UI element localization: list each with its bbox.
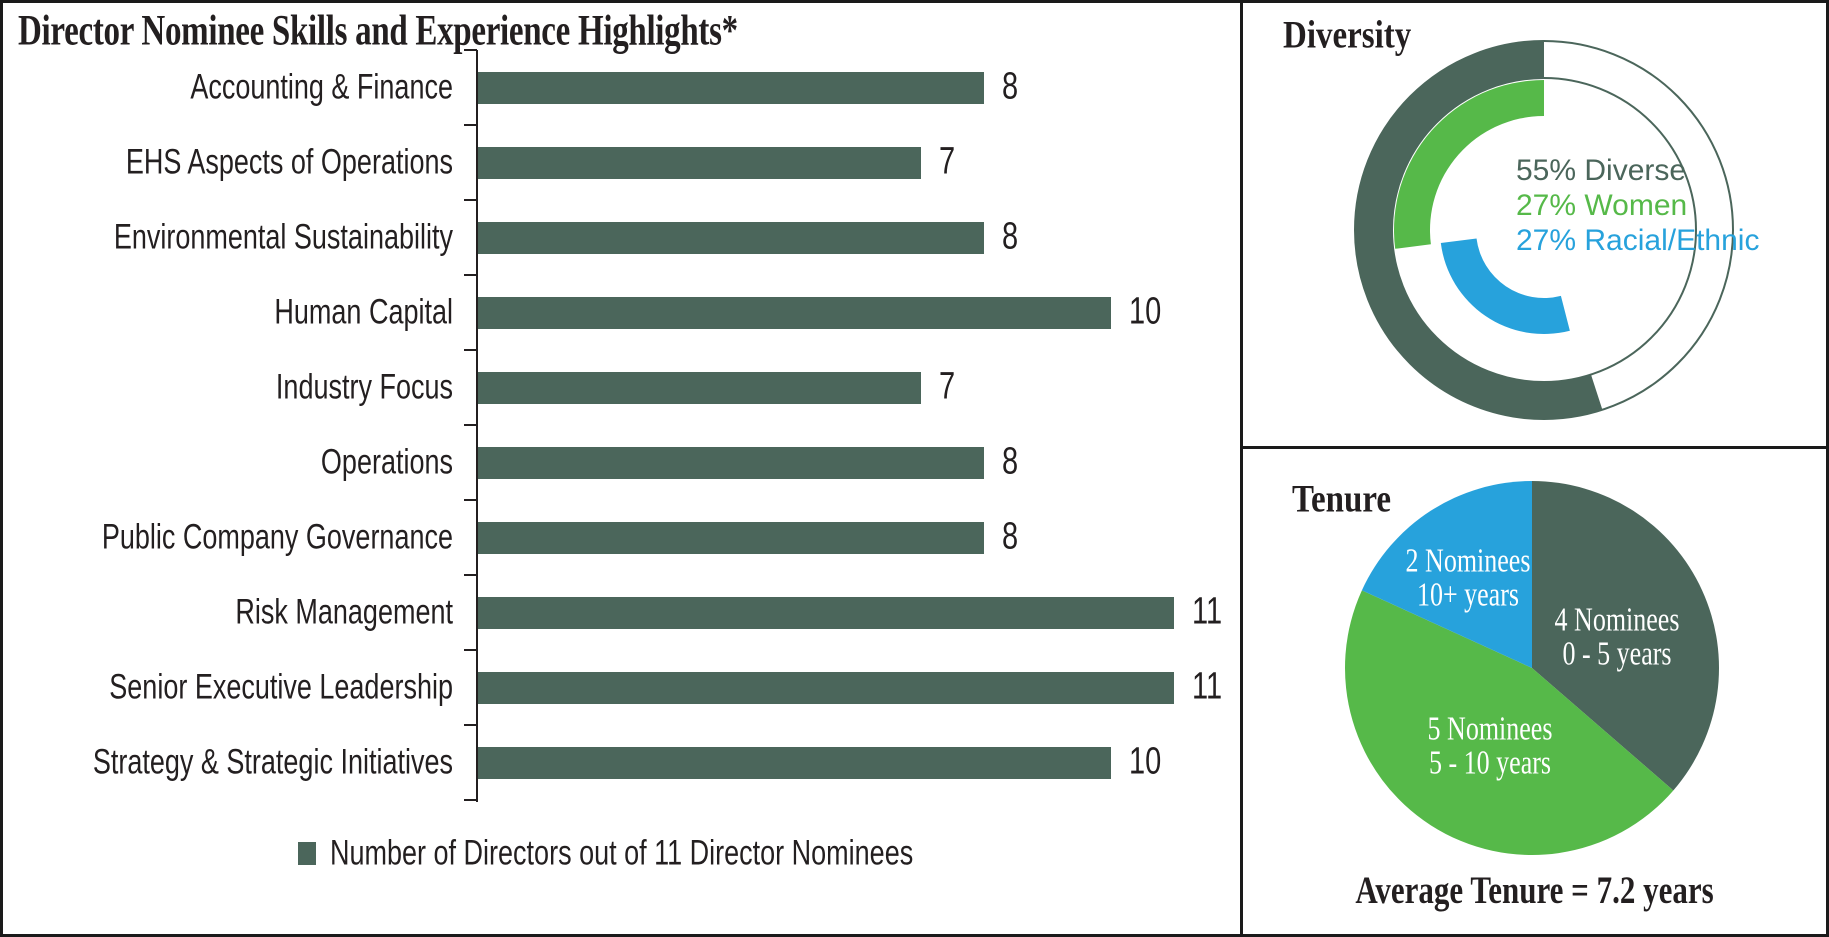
pie-slice-0	[1532, 481, 1719, 791]
bar-value-label: 8	[1002, 65, 1019, 108]
bar-row: Risk Management 11	[0, 575, 1240, 650]
pie-slice-1	[1345, 590, 1674, 856]
bar-row: Operations 8	[0, 425, 1240, 500]
axis-tick	[464, 799, 477, 801]
bar	[478, 446, 984, 479]
axis-tick	[464, 349, 477, 351]
pie-label-0-5-years: 4 Nominees 0 - 5 years	[1555, 603, 1680, 671]
donut-segment-0	[1355, 41, 1603, 419]
bar-value-label: 8	[1002, 215, 1019, 258]
bar	[478, 221, 984, 254]
bar-value-label: 8	[1002, 440, 1019, 483]
bar-row: Accounting & Finance 8	[0, 50, 1240, 125]
diversity-label-women: 27% Women	[1516, 189, 1688, 222]
bar	[478, 596, 1174, 629]
category-label: Environmental Sustainability	[113, 217, 453, 257]
skills-chart-title: Director Nominee Skills and Experience H…	[18, 8, 738, 55]
category-label: Human Capital	[274, 292, 453, 332]
average-tenure-text: Average Tenure = 7.2 years	[1355, 868, 1714, 912]
bar-row: Public Company Governance 8	[0, 500, 1240, 575]
bar-row: Strategy & Strategic Initiatives 10	[0, 725, 1240, 800]
diversity-label-diverse: 55% Diverse	[1516, 154, 1687, 187]
bar-row: EHS Aspects of Operations 7	[0, 125, 1240, 200]
pie-label-line: 2 Nominees	[1405, 541, 1531, 580]
bar-value-label: 11	[1192, 665, 1223, 708]
pie-label-10plus-years: 2 Nominees 10+ years	[1406, 544, 1531, 612]
bar-value-label: 8	[1002, 515, 1019, 558]
donut-segment-2	[1440, 238, 1570, 334]
bar-row: Senior Executive Leadership 11	[0, 650, 1240, 725]
bar-value-label: 7	[939, 365, 956, 408]
bar	[478, 521, 984, 554]
pie-label-line: 5 - 10 years	[1428, 743, 1552, 782]
bar	[478, 371, 921, 404]
pie-label-line: 4 Nominees	[1554, 600, 1680, 639]
category-label: Risk Management	[235, 592, 453, 632]
category-label: Accounting & Finance	[190, 67, 453, 107]
legend-label: Number of Directors out of 11 Director N…	[330, 833, 914, 873]
axis-tick	[464, 574, 477, 576]
bar-value-label: 7	[939, 140, 956, 183]
bar-chart-axis	[476, 50, 478, 802]
tenure-pie-chart	[1345, 481, 1719, 856]
category-label: Industry Focus	[275, 367, 453, 407]
bar-chart-plot-area: Accounting & Finance 8 EHS Aspects of Oper…	[0, 50, 1240, 800]
bar	[478, 671, 1174, 704]
axis-tick	[464, 499, 477, 501]
axis-tick	[464, 424, 477, 426]
bar	[478, 746, 1111, 779]
bar	[478, 146, 921, 179]
bar-value-label: 11	[1192, 590, 1223, 633]
category-label: Strategy & Strategic Initiatives	[92, 742, 453, 782]
bar-row: Industry Focus 7	[0, 350, 1240, 425]
diversity-label-racial-ethnic: 27% Racial/Ethnic	[1516, 224, 1760, 257]
category-label: Senior Executive Leadership	[109, 667, 453, 707]
diversity-center-labels: 55% Diverse 27% Women 27% Racial/Ethnic	[1516, 153, 1759, 258]
category-label: Operations	[320, 442, 453, 482]
bar-value-label: 10	[1129, 740, 1162, 783]
donut-segment-1	[1394, 80, 1544, 249]
pie-label-line: 0 - 5 years	[1562, 634, 1672, 673]
axis-tick	[464, 649, 477, 651]
pie-slice-2	[1361, 481, 1532, 668]
bar	[478, 71, 984, 104]
bar-row: Human Capital 10	[0, 275, 1240, 350]
pie-label-line: 5 Nominees	[1427, 709, 1553, 748]
category-label: EHS Aspects of Operations	[125, 142, 453, 182]
axis-tick	[464, 49, 477, 51]
bar-chart-legend: Number of Directors out of 11 Director N…	[298, 833, 913, 873]
diversity-panel-title: Diversity	[1283, 14, 1412, 58]
pie-label-line: 10+ years	[1416, 575, 1520, 614]
axis-tick	[464, 724, 477, 726]
diversity-donut-chart	[1354, 40, 1734, 420]
axis-tick	[464, 274, 477, 276]
legend-swatch	[298, 842, 316, 865]
vertical-divider	[1240, 0, 1243, 937]
bar	[478, 296, 1111, 329]
axis-tick	[464, 199, 477, 201]
category-label: Public Company Governance	[101, 517, 453, 557]
pie-label-5-10-years: 5 Nominees 5 - 10 years	[1428, 712, 1553, 780]
axis-tick	[464, 124, 477, 126]
bar-value-label: 10	[1129, 290, 1162, 333]
bar-row: Environmental Sustainability 8	[0, 200, 1240, 275]
tenure-panel-title: Tenure	[1292, 478, 1392, 522]
horizontal-divider	[1240, 446, 1829, 449]
